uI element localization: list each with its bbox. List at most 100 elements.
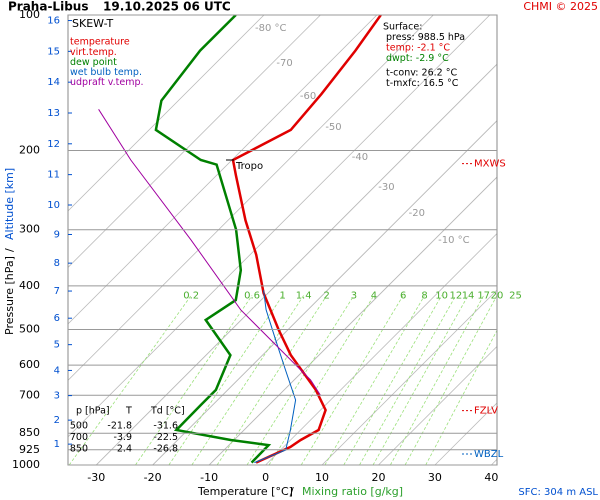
surface-info: t-conv: 26.2 °C [386, 68, 457, 79]
mixing-ratio-line [191, 295, 304, 465]
diagram-label: SKEW-T [72, 17, 114, 30]
x-tick-label: -20 [144, 471, 162, 484]
copyright: CHMI © 2025 [523, 0, 598, 13]
altitude-label: 6 [54, 313, 60, 324]
table-cell: 2.4 [117, 444, 132, 455]
isotherm [378, 345, 497, 465]
mixing-ratio-label: 8 [421, 290, 427, 301]
table-cell: -31.6 [153, 421, 178, 432]
mixing-ratio-label: 25 [509, 290, 522, 301]
profile-line [98, 109, 321, 396]
altitude-label: 9 [54, 229, 60, 240]
isotherm [68, 15, 265, 212]
altitude-label: 1 [54, 439, 60, 450]
x-tick-label: 40 [484, 471, 498, 484]
isotherm-label: -60 [300, 91, 316, 102]
isotherm-label: -80 °C [255, 23, 287, 34]
legend-entry: udpraft v.temp. [70, 77, 144, 88]
isotherm [68, 15, 321, 268]
table-cell: -22.5 [153, 432, 178, 443]
isotherm [265, 233, 497, 465]
surface-info: temp: -2.1 °C [386, 43, 450, 54]
x-tick-label: 20 [371, 471, 385, 484]
mixing-ratio-line [390, 295, 485, 465]
y-label-separator: / [3, 248, 16, 252]
mixing-ratio-line [372, 295, 469, 465]
station: Praha-Libus [8, 0, 88, 14]
table-header: T [125, 406, 132, 417]
altitude-label: 8 [54, 258, 60, 269]
isotherm [68, 15, 491, 438]
level-label: MXWS [474, 159, 506, 170]
mixing-ratio-line [343, 295, 442, 465]
y-tick-label: 600 [19, 358, 40, 371]
legend-entry: dew point [70, 57, 117, 68]
table-header: p [hPa] [76, 406, 110, 417]
table-cell: 500 [70, 421, 88, 432]
mixing-ratio-label: 1 [279, 290, 285, 301]
x-tick-label: -30 [87, 471, 105, 484]
y-tick-label: 200 [19, 143, 40, 156]
isotherm-label: -40 [352, 152, 368, 163]
altitude-label: 12 [47, 139, 60, 150]
mixing-ratio-label: 17 [477, 290, 490, 301]
isotherm [208, 176, 497, 465]
isotherm [152, 120, 497, 465]
mixing-ratio-line [216, 295, 328, 465]
surface-info: press: 988.5 hPa [386, 32, 465, 43]
altitude-label: 4 [54, 365, 60, 376]
isotherm [68, 15, 434, 381]
x-label: Temperature [°C] [197, 485, 293, 498]
isotherm-label: -10 °C [438, 235, 470, 246]
altitude-label: 14 [47, 77, 60, 88]
mixing-ratio-line [268, 295, 375, 465]
altitude-label: 15 [47, 46, 60, 57]
table-cell: -21.8 [107, 421, 132, 432]
altitude-label: 7 [54, 286, 60, 297]
mixing-ratio-line [300, 295, 404, 465]
y-tick-label: 850 [19, 426, 40, 439]
mixing-ratio-label: 12 [449, 290, 462, 301]
x-tick-label: -10 [200, 471, 218, 484]
footer: SFC: 304 m ASL [518, 487, 598, 498]
y-label: Pressure [hPa] [3, 256, 16, 335]
y-tick-label: 1000 [12, 458, 40, 471]
y-tick-label: 700 [19, 388, 40, 401]
legend-note: temperature [70, 37, 130, 48]
surface-info: dwpt: -2.9 °C [386, 53, 449, 64]
isotherm-label: -20 [409, 208, 425, 219]
isotherm-label: -30 [378, 182, 394, 193]
mixing-ratio-line [168, 295, 283, 465]
y-tick-label: 500 [19, 323, 40, 336]
mixing-ratio-label: 3 [351, 290, 357, 301]
table-cell: 700 [70, 432, 88, 443]
x-label-separator: / [290, 485, 294, 498]
altitude-label: 16 [47, 16, 60, 27]
tropo-label: Tropo [235, 161, 263, 172]
legend-entry: wet bulb temp. [70, 67, 142, 78]
profile-line [254, 290, 297, 464]
legend-entry: virt.temp. [70, 47, 117, 58]
altitude-label: 3 [54, 391, 60, 402]
isotherm-label: -50 [325, 122, 341, 133]
mixing-ratio-label: 20 [491, 290, 504, 301]
altitude-label: 2 [54, 415, 60, 426]
isotherm-label: -70 [276, 58, 292, 69]
mixing-ratio-label: 10 [435, 290, 448, 301]
table-cell: -26.8 [153, 444, 178, 455]
mixing-ratio-line [324, 295, 425, 465]
altitude-label: 11 [47, 170, 60, 181]
mixing-ratio-label: 6 [400, 290, 406, 301]
mixing-ratio-label: 1.4 [296, 290, 312, 301]
isotherm [68, 15, 378, 325]
mixing-ratio-line [425, 329, 497, 465]
y-tick-label: 100 [19, 8, 40, 21]
mixing-ratio-label: 2 [324, 290, 330, 301]
x-tick-label: 0 [262, 471, 269, 484]
table-cell: 850 [70, 444, 88, 455]
isotherm [321, 289, 497, 465]
level-label: FZLV [474, 406, 498, 417]
level-label: WBZL [474, 449, 504, 460]
